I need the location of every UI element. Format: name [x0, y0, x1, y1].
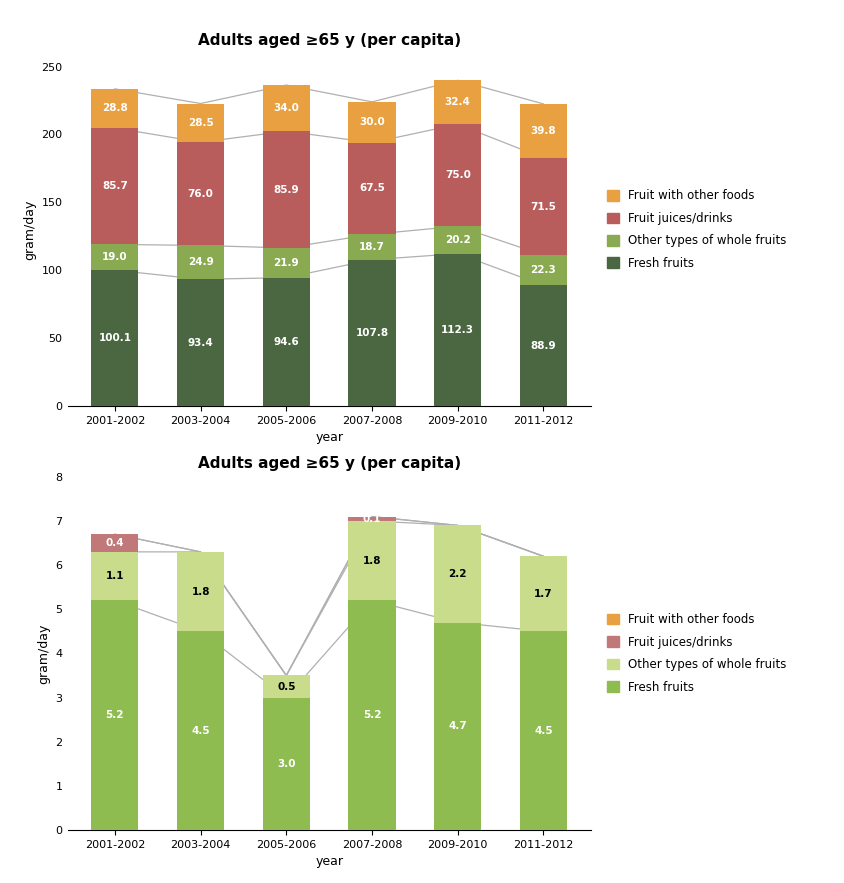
- Text: 0.5: 0.5: [277, 682, 295, 691]
- Text: 30.0: 30.0: [360, 117, 385, 127]
- Text: 85.7: 85.7: [102, 181, 127, 192]
- Text: 100.1: 100.1: [99, 333, 132, 343]
- Bar: [349, 260, 396, 406]
- Text: 28.5: 28.5: [187, 117, 214, 128]
- Bar: [177, 103, 225, 142]
- Text: 1.8: 1.8: [363, 555, 381, 566]
- Bar: [520, 158, 567, 255]
- Text: 75.0: 75.0: [445, 170, 471, 180]
- Bar: [177, 142, 225, 245]
- Bar: [434, 253, 481, 406]
- Bar: [177, 552, 225, 631]
- Bar: [177, 279, 225, 406]
- Text: 4.5: 4.5: [192, 726, 210, 736]
- Bar: [434, 525, 481, 623]
- Text: 24.9: 24.9: [187, 257, 214, 268]
- Text: 67.5: 67.5: [359, 184, 385, 193]
- Title: Adults aged ≥65 y (per capita): Adults aged ≥65 y (per capita): [197, 457, 461, 472]
- Text: 34.0: 34.0: [273, 103, 300, 113]
- Bar: [262, 132, 310, 248]
- Text: 93.4: 93.4: [187, 337, 214, 348]
- Text: 3.0: 3.0: [277, 758, 295, 769]
- X-axis label: year: year: [315, 856, 344, 868]
- Bar: [434, 125, 481, 226]
- Bar: [520, 255, 567, 285]
- Bar: [349, 517, 396, 521]
- Bar: [262, 277, 310, 406]
- Text: 1.8: 1.8: [192, 586, 210, 597]
- Text: 5.2: 5.2: [363, 710, 381, 721]
- X-axis label: year: year: [315, 432, 344, 444]
- Text: 0.4: 0.4: [106, 538, 124, 548]
- Text: 4.5: 4.5: [534, 726, 553, 736]
- Bar: [349, 102, 396, 143]
- Legend: Fruit with other foods, Fruit juices/drinks, Other types of whole fruits, Fresh : Fruit with other foods, Fruit juices/dri…: [607, 614, 787, 693]
- Bar: [91, 245, 138, 270]
- Bar: [349, 521, 396, 600]
- Bar: [349, 234, 396, 260]
- Bar: [91, 600, 138, 830]
- Bar: [177, 631, 225, 830]
- Bar: [262, 675, 310, 698]
- Text: 88.9: 88.9: [531, 341, 556, 351]
- Text: 22.3: 22.3: [531, 265, 556, 275]
- Bar: [177, 245, 225, 279]
- Text: 107.8: 107.8: [355, 328, 388, 338]
- Legend: Fruit with other foods, Fruit juices/drinks, Other types of whole fruits, Fresh : Fruit with other foods, Fruit juices/dri…: [607, 190, 787, 269]
- Title: Adults aged ≥65 y (per capita): Adults aged ≥65 y (per capita): [197, 33, 461, 48]
- Bar: [349, 600, 396, 830]
- Text: 0.1: 0.1: [363, 514, 381, 524]
- Bar: [349, 143, 396, 234]
- Bar: [91, 552, 138, 600]
- Text: 71.5: 71.5: [531, 201, 556, 212]
- Text: 94.6: 94.6: [273, 337, 299, 347]
- Bar: [520, 556, 567, 631]
- Y-axis label: gram/day: gram/day: [37, 623, 50, 683]
- Text: 5.2: 5.2: [106, 710, 124, 721]
- Text: 39.8: 39.8: [531, 126, 556, 136]
- Text: 28.8: 28.8: [102, 103, 127, 113]
- Text: 19.0: 19.0: [102, 253, 127, 262]
- Bar: [91, 270, 138, 406]
- Text: 32.4: 32.4: [445, 97, 471, 108]
- Bar: [91, 128, 138, 245]
- Bar: [262, 85, 310, 132]
- Bar: [91, 534, 138, 552]
- Bar: [520, 104, 567, 158]
- Text: 1.7: 1.7: [534, 589, 553, 599]
- Text: 85.9: 85.9: [273, 185, 299, 194]
- Text: 4.7: 4.7: [448, 721, 467, 731]
- Text: 18.7: 18.7: [359, 242, 385, 252]
- Bar: [91, 89, 138, 128]
- Bar: [434, 623, 481, 830]
- Bar: [262, 698, 310, 830]
- Y-axis label: gram/day: gram/day: [23, 200, 36, 260]
- Text: 112.3: 112.3: [441, 325, 474, 335]
- Bar: [520, 631, 567, 830]
- Text: 2.2: 2.2: [448, 569, 467, 579]
- Bar: [434, 80, 481, 125]
- Bar: [520, 285, 567, 406]
- Text: 1.1: 1.1: [106, 571, 124, 581]
- Text: 21.9: 21.9: [273, 258, 299, 268]
- Bar: [262, 248, 310, 277]
- Text: 20.2: 20.2: [445, 235, 471, 245]
- Bar: [434, 226, 481, 253]
- Text: 76.0: 76.0: [187, 189, 214, 199]
